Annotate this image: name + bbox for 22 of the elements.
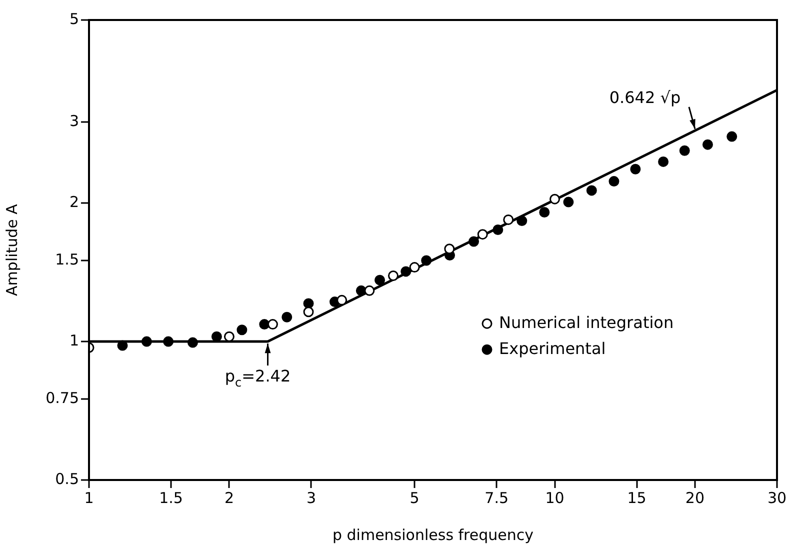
x-tick-label: 5 — [410, 488, 420, 507]
x-tick-label: 15 — [627, 488, 646, 507]
x-tick-label: 10 — [545, 488, 564, 507]
legend-label: Numerical integration — [499, 312, 674, 332]
x-tick-label: 20 — [685, 488, 705, 507]
x-tick-label: 1.5 — [159, 488, 183, 507]
y-tick-label: 2 — [69, 192, 79, 211]
legend-label: Experimental — [499, 338, 606, 358]
y-tick-label: 5 — [69, 10, 79, 28]
x-tick-label: 1 — [84, 488, 94, 507]
x-tick-label: 30 — [767, 488, 787, 507]
y-tick-label: 1.5 — [55, 250, 79, 268]
x-tick-label: 2 — [224, 488, 234, 507]
y-axis-title: Amplitude A — [2, 203, 21, 296]
x-tick-label: 7.5 — [484, 488, 509, 507]
y-tick-label: 0.75 — [46, 388, 79, 407]
x-tick-label: 3 — [306, 488, 316, 507]
y-tick-label: 1 — [69, 331, 79, 350]
annotation: 0.642 √p — [609, 88, 681, 108]
x-axis-title: p dimensionless frequency — [332, 526, 534, 544]
y-tick-label: 0.5 — [55, 470, 79, 488]
y-tick-label: 3 — [69, 112, 79, 130]
